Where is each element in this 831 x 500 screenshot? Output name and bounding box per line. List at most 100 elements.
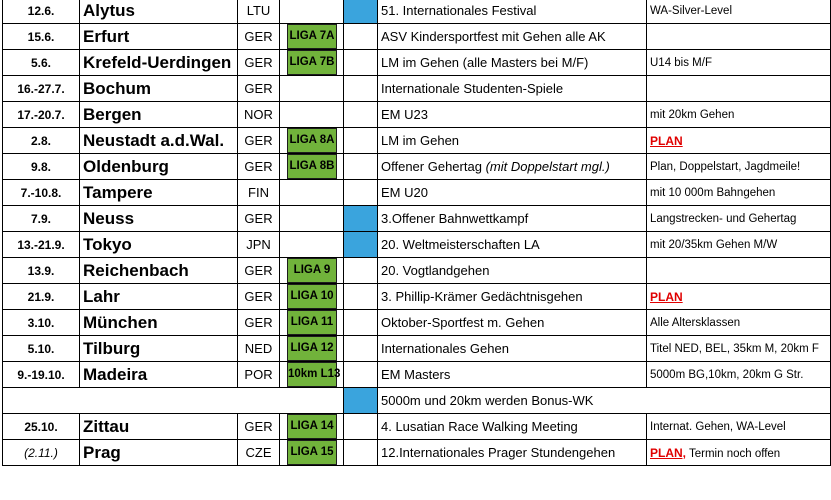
note-cell: PLAN xyxy=(646,127,831,154)
event-cell: ASV Kindersportfest mit Gehen alle AK xyxy=(377,23,647,50)
country-code-cell: GER xyxy=(237,413,280,440)
event-name: Internationales Gehen xyxy=(381,341,509,356)
note-text: Langstrecken- und Gehertag xyxy=(650,212,797,225)
date-cell: 5.6. xyxy=(2,49,80,76)
note-cell: U14 bis M/F xyxy=(646,49,831,76)
event-name: EM U20 xyxy=(381,185,428,200)
date-cell: 16.-27.7. xyxy=(2,75,80,102)
note-cell: Internat. Gehen, WA-Level xyxy=(646,413,831,440)
date-cell: 3.10. xyxy=(2,309,80,336)
table-row: 21.9. Lahr GER LIGA 10 3. Phillip-Krämer Ged… xyxy=(2,283,831,310)
city-cell: Tampere xyxy=(79,179,238,206)
blue-marker xyxy=(343,439,378,466)
liga-badge: LIGA 7A xyxy=(287,24,337,49)
liga-cell xyxy=(279,179,344,206)
event-name: 20. Weltmeisterschaften LA xyxy=(381,237,540,252)
country-code-cell: GER xyxy=(237,127,280,154)
city-cell: Tilburg xyxy=(79,335,238,362)
liga-cell: 10km L13 xyxy=(279,361,344,388)
note-cell: Langstrecken- und Gehertag xyxy=(646,205,831,232)
note-cell: mit 20km Gehen xyxy=(646,101,831,128)
liga-badge: LIGA 12 xyxy=(287,336,337,361)
blue-marker xyxy=(343,0,378,24)
note-cell xyxy=(646,23,831,50)
blue-marker xyxy=(343,387,378,414)
table-row: 9.-19.10. Madeira POR 10km L13 EM Masters 500… xyxy=(2,361,831,388)
date-cell: 9.8. xyxy=(2,153,80,180)
liga-cell: LIGA 8B xyxy=(279,153,344,180)
country-code-cell: NED xyxy=(237,335,280,362)
city-cell: Madeira xyxy=(79,361,238,388)
country-code-cell: CZE xyxy=(237,439,280,466)
blue-marker xyxy=(343,361,378,388)
liga-badge: 10km L13 xyxy=(287,362,340,387)
liga-badge: LIGA 10 xyxy=(287,284,337,309)
event-name: Internationale Studenten-Spiele xyxy=(381,81,564,96)
blue-marker xyxy=(343,257,378,284)
event-note: 5000m und 20km werden Bonus-WK xyxy=(377,387,831,414)
liga-cell: LIGA 15 xyxy=(279,439,344,466)
country-code-cell: NOR xyxy=(237,101,280,128)
blue-marker xyxy=(343,49,378,76)
date-cell: 2.8. xyxy=(2,127,80,154)
liga-cell: LIGA 11 xyxy=(279,309,344,336)
table-row: 25.10. Zittau GER LIGA 14 4. Lusatian Race W… xyxy=(2,413,831,440)
event-name: 12.Internationales Prager Stundengehen xyxy=(381,445,616,460)
event-cell: 20. Weltmeisterschaften LA xyxy=(377,231,647,258)
city-cell: Oldenburg xyxy=(79,153,238,180)
country-code-cell: JPN xyxy=(237,231,280,258)
city-cell: Alytus xyxy=(79,0,238,24)
note-text: Titel NED, BEL, 35km M, 20km F xyxy=(650,342,819,355)
liga-cell: LIGA 7B xyxy=(279,49,344,76)
note-text: mit 20/35km Gehen M/W xyxy=(650,238,778,251)
note-cell: Titel NED, BEL, 35km M, 20km F xyxy=(646,335,831,362)
event-name: 51. Internationales Festival xyxy=(381,3,537,18)
table-row: 7.9. Neuss GER 3.Offener Bahnwettkampf Langs… xyxy=(2,205,831,232)
liga-badge: LIGA 9 xyxy=(287,258,337,283)
note-cell: mit 10 000m Bahngehen xyxy=(646,179,831,206)
event-name: Oktober-Sportfest m. Gehen xyxy=(381,315,545,330)
event-name: EM U23 xyxy=(381,107,428,122)
city-cell: Neuss xyxy=(79,205,238,232)
event-cell: 12.Internationales Prager Stundengehen xyxy=(377,439,647,466)
country-code-cell: GER xyxy=(237,309,280,336)
date-cell: 7.-10.8. xyxy=(2,179,80,206)
liga-badge: LIGA 11 xyxy=(287,310,337,335)
plan-flag: PLAN xyxy=(650,133,683,148)
city-cell: Tokyo xyxy=(79,231,238,258)
event-cell: Internationales Gehen xyxy=(377,335,647,362)
table-row: 16.-27.7. Bochum GER Internationale Student… xyxy=(2,75,831,102)
table-row: (2.11.) Prag CZE LIGA 15 12.Internationales … xyxy=(2,439,831,466)
liga-badge: LIGA 7B xyxy=(287,50,337,75)
country-code-cell: GER xyxy=(237,153,280,180)
date-cell: 21.9. xyxy=(2,283,80,310)
event-cell: 3. Phillip-Krämer Gedächtnisgehen xyxy=(377,283,647,310)
date-cell: 25.10. xyxy=(2,413,80,440)
date-cell: (2.11.) xyxy=(2,439,80,466)
table-row: 5000m und 20km werden Bonus-WK xyxy=(2,387,831,414)
note-cell: PLAN xyxy=(646,283,831,310)
note-cell xyxy=(646,257,831,284)
blue-marker xyxy=(343,413,378,440)
event-cell: 4. Lusatian Race Walking Meeting xyxy=(377,413,647,440)
date-cell: 15.6. xyxy=(2,23,80,50)
event-cell: 20. Vogtlandgehen xyxy=(377,257,647,284)
note-text: Alle Altersklassen xyxy=(650,316,741,329)
country-code-cell: GER xyxy=(237,23,280,50)
event-name: 20. Vogtlandgehen xyxy=(381,263,490,278)
note-text: 5000m BG,10km, 20km G Str. xyxy=(650,368,804,381)
date-cell: 7.9. xyxy=(2,205,80,232)
city-cell: Krefeld-Uerdingen xyxy=(79,49,238,76)
event-name: LM im Gehen xyxy=(381,133,460,148)
note-text: Plan, Doppelstart, Jagdmeile! xyxy=(650,160,801,173)
event-name: 4. Lusatian Race Walking Meeting xyxy=(381,419,578,434)
city-cell: Zittau xyxy=(79,413,238,440)
empty-cell xyxy=(2,387,344,414)
event-suffix: (mit Doppelstart mgl.) xyxy=(485,159,610,174)
liga-cell: LIGA 8A xyxy=(279,127,344,154)
city-cell: Bergen xyxy=(79,101,238,128)
blue-marker xyxy=(343,23,378,50)
city-cell: Lahr xyxy=(79,283,238,310)
country-code-cell: LTU xyxy=(237,0,280,24)
event-cell: EM U20 xyxy=(377,179,647,206)
